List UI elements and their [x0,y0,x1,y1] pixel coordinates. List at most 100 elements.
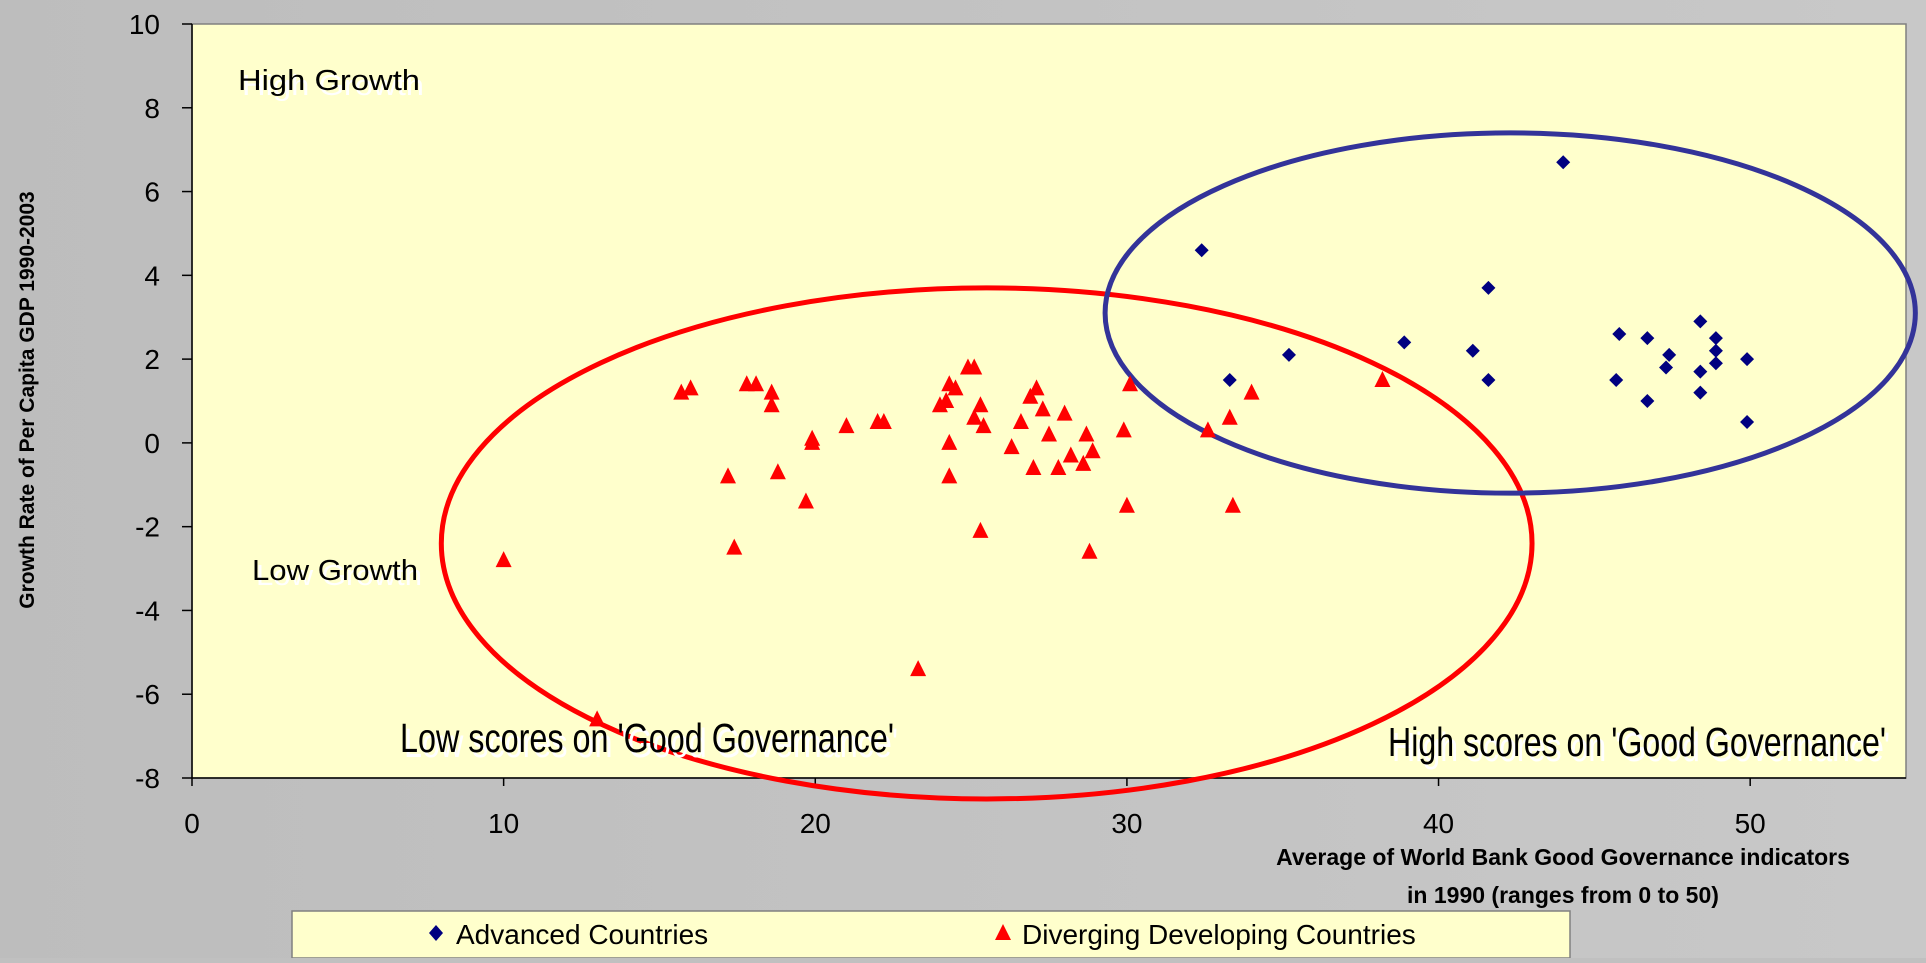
advanced-country-point [1222,373,1237,388]
developing-country-point [673,383,690,400]
developing-country-point [1028,379,1045,396]
developing-country-point [947,379,964,396]
developing-country-point [1022,387,1039,404]
developing-country-point [720,467,737,484]
advanced-country-point [1556,155,1571,170]
developing-country-point [1243,383,1260,400]
legend-label-developing: Diverging Developing Countries [1022,919,1416,950]
y-tick-label: -4 [135,595,160,626]
y-tick-label: 10 [129,9,160,40]
y-tick-label: 6 [144,177,160,208]
y-tick-label: -6 [135,679,160,710]
developing-country-point [910,660,927,677]
developing-country-point [1078,425,1095,442]
developing-country-point [975,417,992,434]
developing-country-point [875,412,892,429]
developing-country-point [804,433,821,450]
annotation-high-growth-shadow: High Growth [242,70,424,102]
annotation-low-scores: Low scores on 'Good Governance' [400,715,894,761]
advanced-country-point [1640,331,1655,346]
x-tick-label: 0 [184,808,200,839]
developing-country-point [1003,438,1020,455]
annotation-low-scores-shadow: Low scores on 'Good Governance' [404,720,898,766]
annotation-high-scores: High scores on 'Good Governance' [1388,719,1886,765]
x-tick-label: 10 [488,808,519,839]
advanced-country-point [1708,343,1723,358]
annotation-low-growth: Low Growth [252,555,418,587]
x-tick-label: 40 [1423,808,1454,839]
developing-country-point [1122,375,1139,392]
legend-diamond-marker [429,925,443,941]
developing-country-point [1118,496,1135,513]
ellipse-advanced [1102,130,1918,496]
developing-country-point [966,408,983,425]
developing-country-point [1224,496,1241,513]
developing-country-point [1075,454,1092,471]
x-axis-label-line1: Average of World Bank Good Governance in… [1276,844,1850,870]
ellipse-annotations [438,130,1918,802]
data-points [495,155,1755,727]
developing-country-point [1041,425,1057,442]
developing-country-point [972,396,989,413]
annotation-high-growth: High Growth [238,65,420,97]
developing-country-point [1012,412,1029,429]
advanced-country-point [1693,314,1708,329]
advanced-country-point [1693,364,1708,379]
developing-country-point [941,433,958,450]
developing-country-point [1221,408,1238,425]
advanced-country-point [1481,373,1496,388]
developing-country-point [931,396,948,413]
advanced-country-point [1194,243,1209,258]
annotation-low-growth-shadow: Low Growth [256,560,422,592]
developing-country-point [1084,442,1101,459]
developing-country-point [1081,542,1098,559]
x-tick-label: 30 [1111,808,1142,839]
y-tick-label: 0 [144,428,160,459]
developing-country-point [495,551,512,568]
developing-country-point [797,492,814,509]
advanced-country-point [1693,385,1708,400]
legend-label-advanced: Advanced Countries [456,919,708,950]
y-tick-label: 4 [144,260,160,291]
annotation-high-scores-shadow: High scores on 'Good Governance' [1392,724,1890,770]
developing-country-point [972,521,989,538]
legend: Advanced Countries Diverging Developing … [291,910,1571,959]
developing-country-point [769,463,786,480]
developing-country-point [1199,421,1216,438]
advanced-country-point [1281,347,1296,362]
x-axis-label-line2: in 1990 (ranges from 0 to 50) [1407,882,1719,908]
advanced-country-point [1662,347,1677,362]
developing-country-point [1062,446,1079,463]
y-axis-label: Growth Rate of Per Capita GDP 1990-2003 [16,191,39,608]
legend-triangle-marker [995,924,1011,940]
developing-country-point [682,379,699,396]
advanced-country-point [1640,394,1655,408]
developing-country-point [763,396,780,413]
advanced-country-point [1708,331,1723,346]
advanced-country-point [1708,356,1723,371]
advanced-country-point [1612,326,1627,341]
developing-country-point [838,417,855,434]
developing-country-point [1050,459,1067,476]
developing-country-point [1374,371,1391,388]
developing-country-point [1056,404,1073,421]
x-tick-label: 50 [1735,808,1766,839]
y-tick-label: -8 [135,763,160,794]
developing-country-point [589,710,606,727]
developing-country-point [966,358,983,375]
developing-country-point [1034,400,1051,417]
developing-country-point [938,392,955,408]
x-tick-label: 20 [800,808,831,839]
advanced-country-point [1659,360,1674,375]
advanced-country-point [1609,373,1624,388]
advanced-country-point [1481,280,1496,295]
advanced-country-point [1740,352,1755,367]
developing-country-point [1115,421,1132,438]
plot-area [191,23,1907,779]
advanced-country-point [1465,343,1480,358]
developing-country-point [726,538,743,555]
